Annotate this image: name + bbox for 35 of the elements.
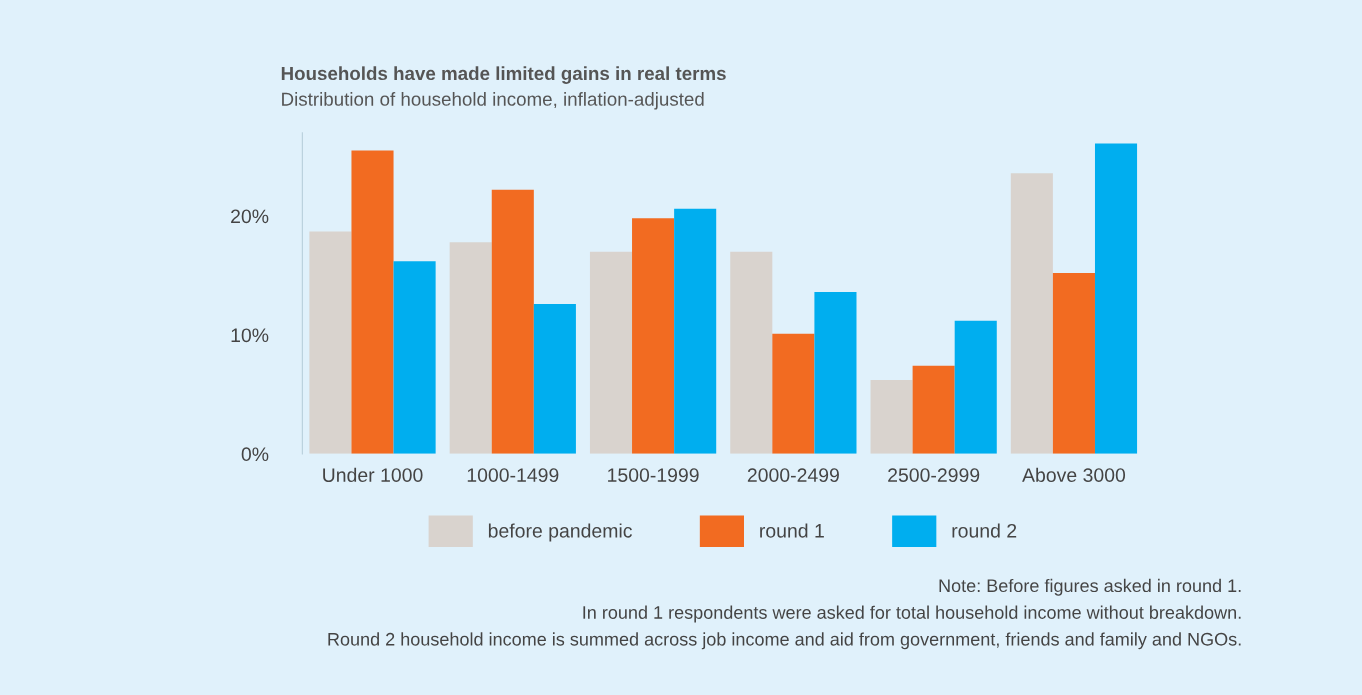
legend-label: round 2 (952, 523, 1017, 538)
x-tick-label: 1500-1999 (608, 468, 699, 483)
bar (393, 261, 436, 454)
legend-label: round 1 (760, 523, 824, 538)
bar (870, 380, 913, 454)
y-tick-label: 20% (231, 209, 269, 224)
y-tick-label: 10% (231, 328, 269, 343)
bar (1052, 273, 1095, 454)
bar (309, 231, 352, 454)
chart-title: Households have made limited gains in real terms (281, 66, 726, 84)
bar (589, 251, 633, 454)
bar (912, 365, 955, 454)
bar (533, 303, 576, 454)
bar (730, 251, 773, 454)
text: Round 2 household income is summed across job income and aid from government, friends and family and NGOs. (328, 632, 1241, 650)
x-tick-label: Under 1000 (323, 467, 423, 483)
bar (1094, 143, 1138, 454)
y-tick-label: 0% (241, 447, 269, 462)
bar (491, 189, 534, 454)
text: In round 1 respondents were asked for total household income without breakdown. (583, 605, 1241, 623)
chart-subtitle: Distribution of household income, inflation-adjusted (282, 92, 704, 110)
x-tick-label: 2500-2999 (888, 468, 980, 483)
x-tick-label: Above 3000 (1022, 467, 1126, 483)
bar (1010, 173, 1053, 454)
x-tick-label: 1000-1499 (467, 468, 559, 483)
bar (674, 208, 717, 454)
x-tick-label: 2000-2499 (747, 468, 839, 483)
bar (449, 242, 492, 454)
bar (954, 320, 997, 454)
bar (632, 218, 675, 454)
legend-label: before pandemic (488, 523, 632, 542)
bar (772, 333, 815, 454)
bar (351, 150, 394, 454)
bar (814, 292, 857, 454)
text: Note: Before figures asked in round 1. (939, 578, 1241, 596)
